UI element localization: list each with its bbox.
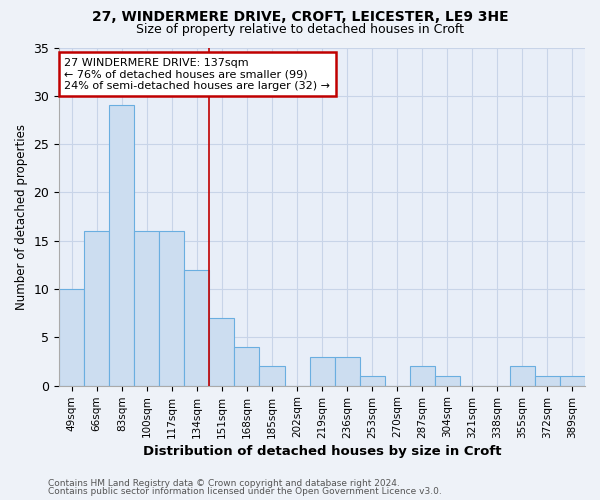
Bar xyxy=(359,376,385,386)
Bar xyxy=(259,366,284,386)
Bar xyxy=(184,270,209,386)
Bar xyxy=(235,347,259,386)
Text: 27, WINDERMERE DRIVE, CROFT, LEICESTER, LE9 3HE: 27, WINDERMERE DRIVE, CROFT, LEICESTER, … xyxy=(92,10,508,24)
Bar xyxy=(410,366,435,386)
Text: Contains HM Land Registry data © Crown copyright and database right 2024.: Contains HM Land Registry data © Crown c… xyxy=(48,478,400,488)
Y-axis label: Number of detached properties: Number of detached properties xyxy=(15,124,28,310)
Bar xyxy=(160,231,184,386)
Bar xyxy=(310,356,335,386)
Bar xyxy=(560,376,585,386)
Bar xyxy=(59,289,84,386)
Bar xyxy=(109,106,134,386)
Bar xyxy=(134,231,160,386)
X-axis label: Distribution of detached houses by size in Croft: Distribution of detached houses by size … xyxy=(143,444,502,458)
Text: 27 WINDERMERE DRIVE: 137sqm
← 76% of detached houses are smaller (99)
24% of sem: 27 WINDERMERE DRIVE: 137sqm ← 76% of det… xyxy=(64,58,331,91)
Bar xyxy=(510,366,535,386)
Text: Size of property relative to detached houses in Croft: Size of property relative to detached ho… xyxy=(136,22,464,36)
Bar xyxy=(84,231,109,386)
Text: Contains public sector information licensed under the Open Government Licence v3: Contains public sector information licen… xyxy=(48,487,442,496)
Bar xyxy=(209,318,235,386)
Bar xyxy=(535,376,560,386)
Bar xyxy=(435,376,460,386)
Bar xyxy=(335,356,359,386)
